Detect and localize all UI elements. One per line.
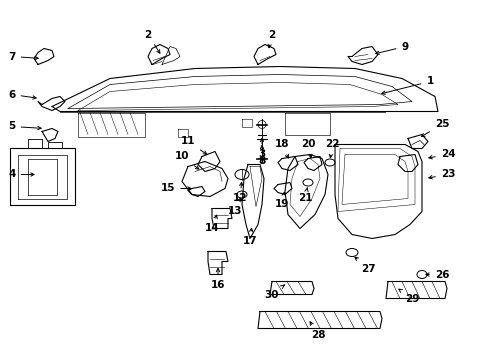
Text: 25: 25 xyxy=(421,120,448,136)
Text: 14: 14 xyxy=(204,215,219,234)
Text: 15: 15 xyxy=(161,184,191,193)
Text: 23: 23 xyxy=(428,170,454,180)
Text: 21: 21 xyxy=(297,188,312,203)
Text: 16: 16 xyxy=(210,268,225,289)
Text: 1: 1 xyxy=(381,77,433,94)
Text: 18: 18 xyxy=(274,139,289,158)
Text: 6: 6 xyxy=(8,90,36,99)
Text: 27: 27 xyxy=(354,257,375,274)
Text: 5: 5 xyxy=(8,121,41,131)
Text: 20: 20 xyxy=(300,139,315,158)
Text: 30: 30 xyxy=(264,285,284,300)
Text: 17: 17 xyxy=(242,228,257,247)
Text: 19: 19 xyxy=(274,192,288,210)
Text: 3: 3 xyxy=(258,138,265,159)
Text: 9: 9 xyxy=(375,41,408,54)
Text: 2: 2 xyxy=(267,30,275,48)
Text: 24: 24 xyxy=(428,149,454,159)
Text: 26: 26 xyxy=(425,270,448,279)
Text: 2: 2 xyxy=(144,30,160,53)
Text: 13: 13 xyxy=(227,198,242,216)
Text: 12: 12 xyxy=(232,183,247,203)
Text: 29: 29 xyxy=(398,289,418,303)
Text: 28: 28 xyxy=(309,322,325,339)
Text: 7: 7 xyxy=(8,51,38,62)
Text: 10: 10 xyxy=(174,152,199,169)
Text: 11: 11 xyxy=(181,136,206,154)
Text: 4: 4 xyxy=(8,170,34,180)
Text: 8: 8 xyxy=(258,145,265,166)
Text: 22: 22 xyxy=(324,139,339,158)
